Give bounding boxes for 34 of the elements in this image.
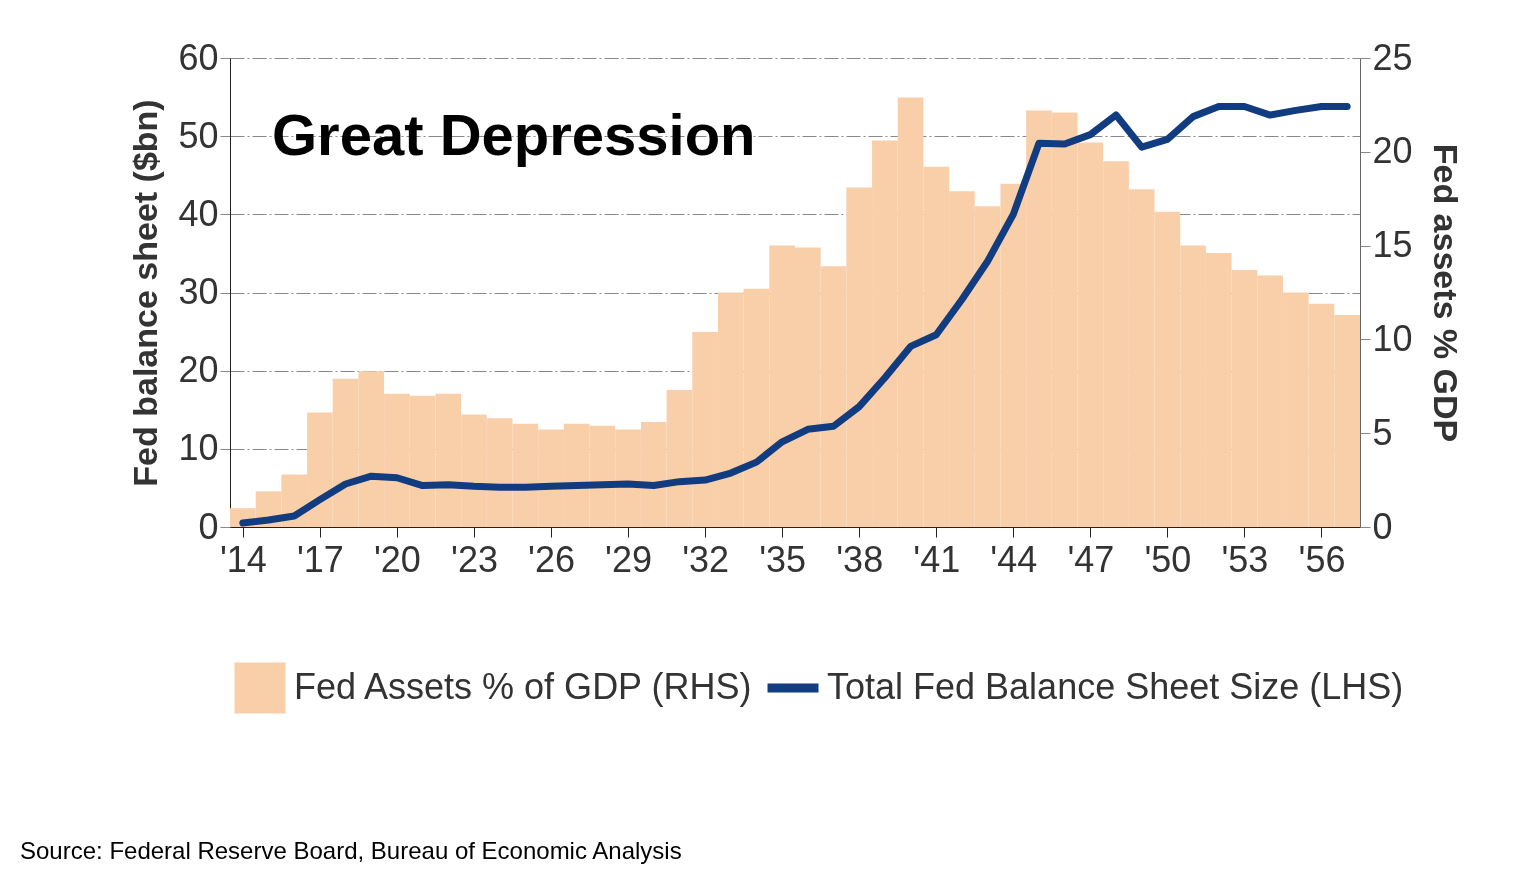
x-tick-label: '47 [1067,538,1115,580]
x-tick-label: '44 [990,538,1038,580]
x-tick-label: '29 [605,538,653,580]
y2-tick-label: 0 [1372,505,1393,547]
x-tick-label: '20 [373,538,421,580]
y2-tick-label: 25 [1372,36,1413,78]
x-tick-label: '23 [451,538,498,580]
source-note: Source: Federal Reserve Board, Bureau of Economic Analysis [20,837,682,864]
y-tick-label: 10 [178,427,219,469]
x-tick-label: '38 [836,538,884,580]
x-tick-label: '50 [1144,538,1192,580]
x-tick-label: '32 [682,538,730,580]
x-tick-label: '56 [1298,538,1346,580]
x-tick-label: '14 [219,538,267,580]
y-tick-label: 50 [178,114,219,156]
x-tick-label: '53 [1221,538,1269,580]
text: Great Depression [272,102,756,167]
x-tick-label: '26 [528,538,575,580]
y2-tick-label: 15 [1372,224,1413,266]
y-tick-label: 60 [178,36,219,78]
x-tick-label: '17 [296,538,344,580]
y2-tick-label: 20 [1372,130,1413,172]
legend-label: Fed Assets % of GDP (RHS) [294,666,752,707]
x-tick-label: '35 [759,538,807,580]
y2-tick-label: 10 [1372,317,1413,359]
y-tick-label: 40 [178,192,219,234]
y-axis-title: Fed balance sheet ($bn) [126,99,165,487]
legend-label: Total Fed Balance Sheet Size (LHS) [827,666,1404,707]
y-tick-label: 30 [178,271,219,312]
y2-tick-label: 5 [1372,411,1393,453]
x-tick-label: '41 [913,538,961,580]
y2-axis-title: Fed assets % GDP [1426,143,1465,443]
y-tick-label: 20 [178,349,219,391]
y-tick-label: 0 [198,505,219,547]
